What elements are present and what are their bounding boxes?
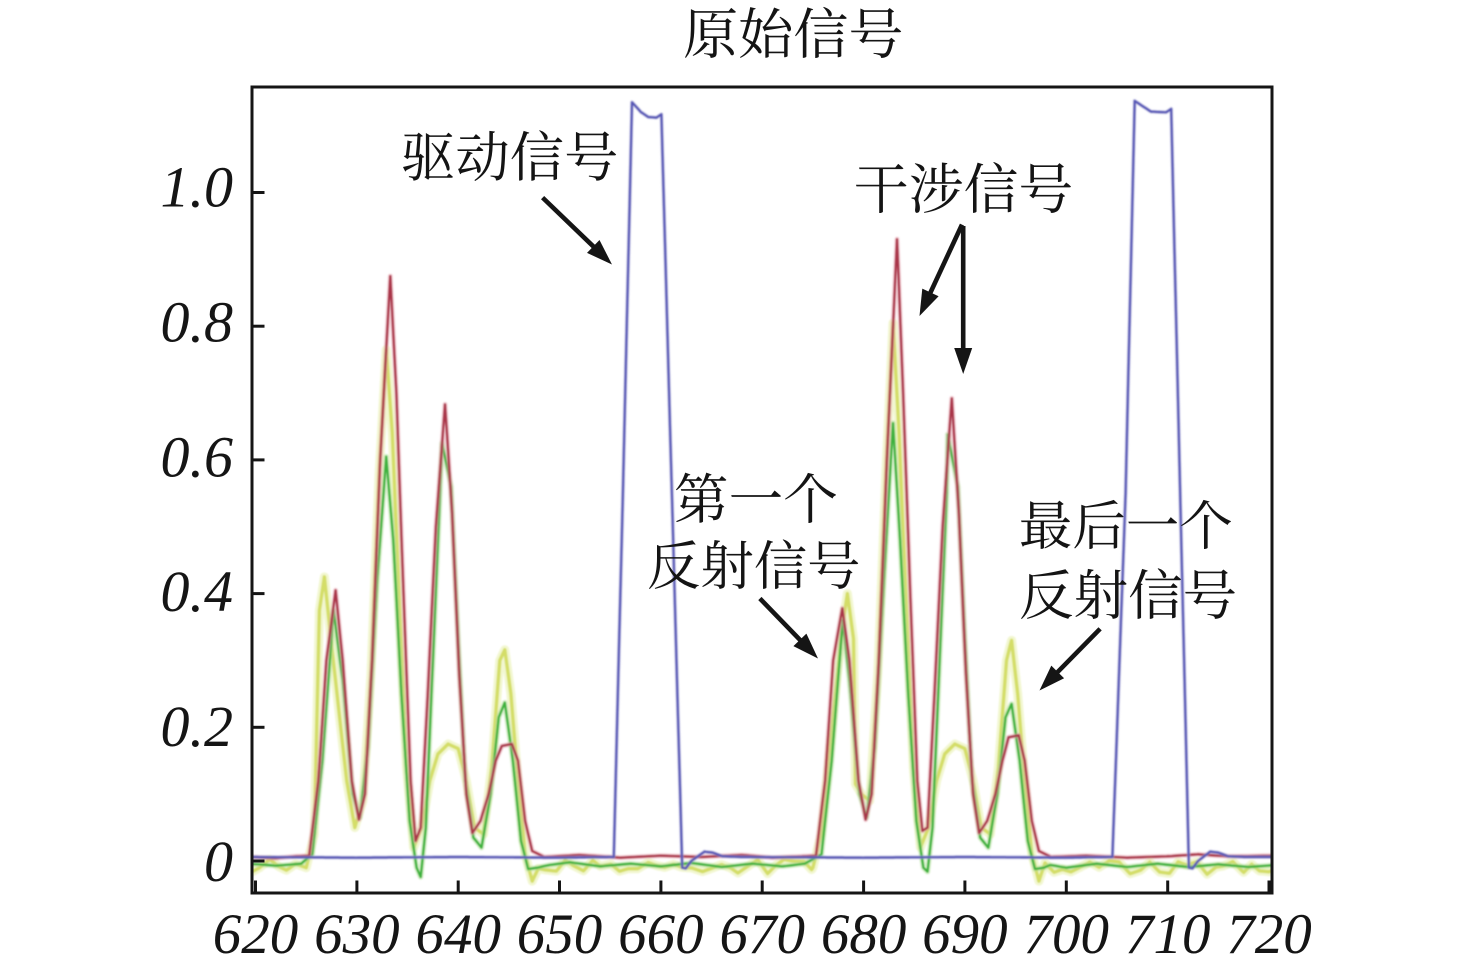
svg-text:630: 630 (314, 903, 400, 966)
svg-text:640: 640 (415, 903, 501, 966)
svg-text:670: 670 (719, 903, 805, 966)
svg-text:0.8: 0.8 (161, 289, 234, 354)
svg-text:620: 620 (213, 903, 299, 966)
svg-text:0.2: 0.2 (161, 694, 234, 759)
svg-text:650: 650 (517, 903, 603, 966)
svg-text:0.4: 0.4 (161, 559, 234, 624)
svg-text:710: 710 (1125, 903, 1211, 966)
svg-text:690: 690 (922, 903, 1008, 966)
svg-text:0: 0 (204, 829, 233, 894)
svg-text:0.6: 0.6 (161, 424, 234, 489)
svg-text:700: 700 (1024, 903, 1110, 966)
svg-text:680: 680 (821, 903, 907, 966)
svg-text:660: 660 (618, 903, 704, 966)
svg-text:720: 720 (1226, 903, 1312, 966)
svg-text:1.0: 1.0 (161, 155, 234, 220)
